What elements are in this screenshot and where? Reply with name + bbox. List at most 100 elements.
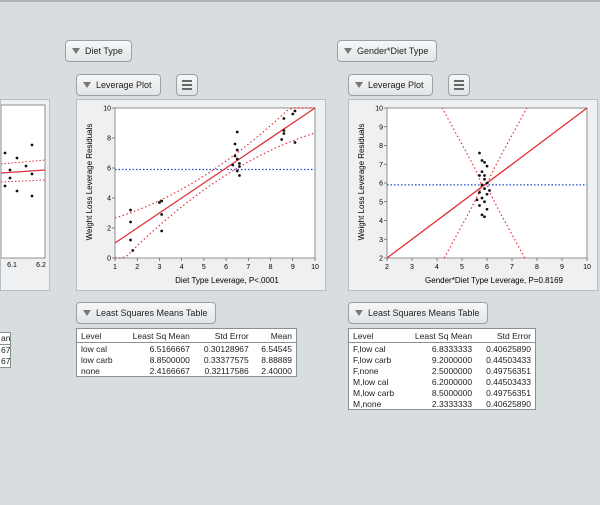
x-tick-label: 3 [410,264,414,271]
y-tick-label: 8 [379,143,383,150]
x-tick-label: 10 [583,264,591,271]
gender-diet-leverage-chart: Gender*Diet Type Leverage, P=0.8169 Weig… [357,106,591,286]
cell: 6.5166667 [149,343,190,354]
cell: low carb [81,354,113,365]
data-point [238,174,241,177]
cell: 2.3333333 [431,398,473,409]
y-tick-label: 3 [379,237,383,244]
left-partial-table: an 67 67 [0,332,11,368]
disclosure-triangle-icon [355,310,363,316]
diet-type-outline-button[interactable]: Diet Type [65,40,132,62]
diet-type-lsm-button[interactable]: Least Squares Means Table [76,302,217,324]
data-point [478,174,481,177]
y-tick-label: 2 [379,256,383,263]
table-row: low carb 8.8500000 0.33377575 8.88889 [77,354,297,365]
data-point [160,199,164,203]
x-tick-label: 9 [560,264,564,271]
data-point [235,157,239,161]
diet-type-menu-button[interactable] [176,74,198,96]
left-table-row-0: 67 [1,345,11,355]
cell: 8.8500000 [149,354,190,365]
data-point [282,117,286,120]
data-point [235,169,239,173]
table-row: low cal 6.5166667 0.30128967 6.54545 [77,343,297,355]
x-tick-label: 4 [435,264,439,271]
disclosure-triangle-icon [83,82,91,88]
gender-diet-type-outline-button[interactable]: Gender*Diet Type [337,40,438,62]
data-point [480,159,484,162]
table-row: none 2.4166667 0.32117586 2.40000 [77,365,297,377]
col-level: Level [348,328,404,343]
table-header-row: Level Least Sq Mean Std Error [348,328,536,343]
hamburger-icon [182,80,192,82]
diet-type-leverage-plot: Diet Type Leverage, P<.0001 Weight Loss … [76,99,326,291]
cell: 2.40000 [261,365,292,376]
data-point [485,164,489,168]
data-point [282,132,286,135]
data-point [483,177,486,181]
cell: 0.44503433 [486,354,531,365]
leverage-plot-label: Leverage Plot [368,80,424,90]
col-lsm: Least Sq Mean [403,328,477,343]
cell: 0.33377575 [203,354,249,365]
data-point [480,213,484,217]
table-row: M,low carb 8.5000000 0.49756351 [349,387,536,398]
col-stderr: Std Error [476,328,536,343]
x-tick-label: 4 [180,264,184,271]
gender-diet-lsm-table: Level Least Sq Mean Std Error F,low cal 6… [348,328,536,410]
gender-diet-leverage-plot: Gender*Diet Type Leverage, P=0.8169 Weig… [348,99,598,291]
left-partial-plot: 6.1 6.2 [0,99,50,291]
data-point [231,163,235,167]
plot-frame [114,107,316,259]
x-tick-label: 1 [113,264,117,271]
y-tick-label: 6 [107,166,111,173]
confidence-curve-0 [441,107,526,259]
x-tick-label: 5 [460,264,464,271]
cell: 0.30128967 [203,343,249,354]
data-point [160,213,164,216]
data-point [483,187,486,191]
cell: 9.2000000 [431,354,473,365]
data-point [235,130,239,134]
x-tick-label: 6 [485,264,489,271]
gender-diet-menu-button[interactable] [448,74,470,96]
cell: none [81,365,100,376]
cell: F,none [353,365,379,376]
gender-diet-leverage-plot-button[interactable]: Leverage Plot [348,74,433,96]
x-tick-label: 6 [224,264,228,271]
data-point [485,181,489,185]
chart1-ylabel: Weight Loss Leverage Residuals [357,124,366,241]
y-tick-label: 10 [103,106,111,113]
x-tick-label: 2 [385,264,389,271]
y-tick-label: 9 [379,124,383,131]
cell: M,low cal [353,376,389,387]
data-point [483,200,486,204]
cell: M,none [353,398,382,409]
y-tick-label: 8 [107,136,111,143]
data-point [485,192,489,196]
x-tick-label: 8 [269,264,273,271]
col-stderr: Std Error [193,328,253,343]
data-point [488,189,491,192]
disclosure-triangle-icon [355,82,363,88]
data-point [129,208,132,212]
x-tick-label: 5 [202,264,206,271]
cell: 0.49756351 [486,365,531,376]
diet-type-leverage-plot-button[interactable]: Leverage Plot [76,74,161,96]
data-point [478,204,481,207]
table-row: M,none 2.3333333 0.40625890 [349,398,536,410]
data-point [158,201,161,204]
gender-diet-type-title: Gender*Diet Type [357,46,429,56]
data-point [483,174,486,177]
gender-diet-lsm-button[interactable]: Least Squares Means Table [348,302,489,324]
disclosure-triangle-icon [83,310,91,316]
x-tick-label: 7 [510,264,514,271]
left-table-row-1: 67 [1,356,11,366]
y-tick-label: 2 [107,226,111,233]
leverage-plot-label: Leverage Plot [96,80,152,90]
cell: 8.5000000 [431,387,473,398]
cell: M,low carb [353,387,395,398]
data-point [478,151,481,155]
col-mean: Mean [252,328,297,343]
chart0-ylabel: Weight Loss Leverage Residuals [85,124,94,241]
